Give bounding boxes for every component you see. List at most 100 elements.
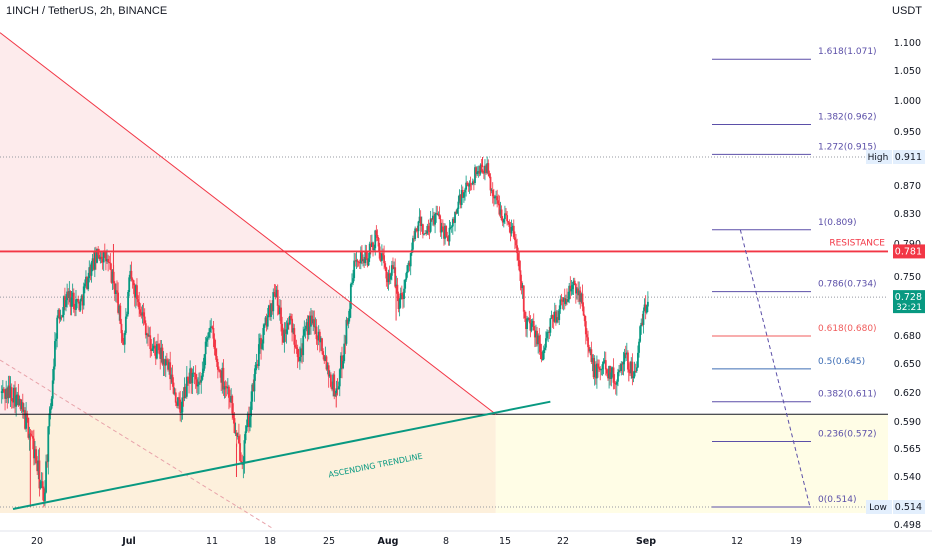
candle-body	[191, 372, 194, 384]
fib-level-0-5[interactable]: 0.5(0.645)	[712, 357, 865, 370]
candle	[468, 180, 471, 194]
candle-body	[587, 337, 589, 348]
candle-body	[530, 323, 533, 331]
fib-label: 1.382(0.962)	[818, 113, 877, 123]
candle-body	[275, 289, 278, 298]
candle	[90, 260, 93, 283]
candle-body	[417, 221, 420, 232]
fib-level-0-618[interactable]: 0.618(0.680)	[712, 324, 877, 337]
candle	[590, 341, 593, 364]
candle	[279, 298, 281, 321]
candle-body	[608, 365, 610, 379]
fib-level-0-236[interactable]: 0.236(0.572)	[712, 429, 877, 442]
fib-level-0[interactable]: 0(0.514)	[712, 495, 857, 508]
candle	[348, 301, 351, 322]
descending-line[interactable]	[0, 32, 497, 415]
candle-body	[330, 374, 332, 387]
candle-body	[521, 285, 524, 289]
candle-body	[398, 299, 401, 309]
candle-body	[579, 290, 582, 302]
candle	[38, 447, 41, 497]
candle-body	[440, 226, 443, 233]
candle	[578, 281, 581, 305]
candle-body	[231, 395, 234, 414]
y-tick-label: 1.000	[894, 96, 921, 107]
candle-body	[622, 361, 625, 365]
candle-body	[106, 258, 108, 262]
fib-level-1[interactable]: 1(0.809)	[712, 218, 857, 231]
candle	[300, 338, 302, 363]
fib-level-1-618[interactable]: 1.618(1.071)	[712, 47, 877, 60]
candle-body	[418, 216, 421, 222]
ascending-trendline[interactable]	[12, 400, 551, 510]
candle-body	[492, 196, 495, 199]
candle	[220, 370, 223, 391]
candle-body	[4, 392, 6, 399]
candle-body	[559, 299, 562, 310]
candle	[511, 223, 514, 231]
candle-body	[607, 373, 609, 379]
candle	[41, 472, 44, 501]
candle-body	[426, 225, 429, 234]
candle	[425, 230, 428, 236]
candle-body	[310, 315, 312, 327]
candle-body	[286, 322, 289, 330]
candle	[409, 252, 412, 276]
fib-level-1-382[interactable]: 1.382(0.962)	[712, 113, 877, 126]
candle-body	[546, 332, 548, 339]
candle-body	[416, 229, 419, 232]
candle	[639, 325, 642, 343]
candle-body	[610, 372, 613, 379]
fib-label: 0.786(0.734)	[818, 280, 877, 290]
fibonacci-extension[interactable]: 0(0.514) 0.236(0.572) 0.382(0.611) 0.5(0.64…	[712, 47, 877, 508]
candle-body	[225, 387, 228, 389]
candle-body	[245, 425, 248, 432]
candle	[188, 372, 190, 394]
candle-body	[539, 343, 542, 352]
candle-body	[44, 492, 46, 502]
candle	[192, 366, 195, 378]
dashed-channel-line[interactable]	[0, 359, 273, 529]
candle	[518, 251, 521, 272]
candle-body	[487, 163, 490, 174]
candle	[155, 340, 158, 360]
x-tick-label: 8	[443, 536, 449, 547]
candle	[167, 358, 169, 372]
high-tag-box	[893, 150, 925, 164]
candle-body	[581, 293, 584, 307]
candle	[342, 355, 344, 370]
candle-body	[28, 433, 31, 438]
candle-body	[424, 233, 427, 234]
candle-body	[548, 332, 551, 333]
candle-body	[151, 348, 154, 351]
candle	[280, 299, 282, 332]
candle	[597, 359, 599, 378]
price-axis[interactable]: 1.1001.0501.0000.9500.9100.8700.8300.790…	[888, 0, 932, 550]
fib-level-0-382[interactable]: 0.382(0.611)	[712, 390, 877, 403]
candle-body	[445, 225, 448, 237]
candle	[620, 361, 623, 376]
candle-body	[58, 310, 61, 320]
candle	[439, 215, 442, 237]
candle-body	[325, 356, 328, 370]
candle-body	[352, 278, 354, 283]
candle	[201, 361, 204, 381]
candle	[406, 264, 409, 278]
candle	[288, 313, 291, 326]
candle-body	[323, 355, 326, 361]
candle	[134, 284, 137, 309]
candle-body	[152, 345, 155, 349]
fib-level-0-786[interactable]: 0.786(0.734)	[712, 280, 877, 293]
candle	[189, 360, 192, 384]
candle-body	[69, 291, 72, 307]
candle	[390, 260, 393, 281]
candle	[69, 290, 72, 316]
candle	[3, 387, 5, 394]
fib-level-1-272[interactable]: 1.272(0.915)	[712, 142, 877, 155]
candle	[373, 244, 376, 252]
candle-body	[592, 357, 595, 378]
last-price-text: 0.728	[895, 292, 922, 303]
time-axis[interactable]: 20 Jul 11 18 25 Aug 8 15 22 Sep 12 19	[0, 530, 932, 547]
candle	[254, 361, 257, 381]
